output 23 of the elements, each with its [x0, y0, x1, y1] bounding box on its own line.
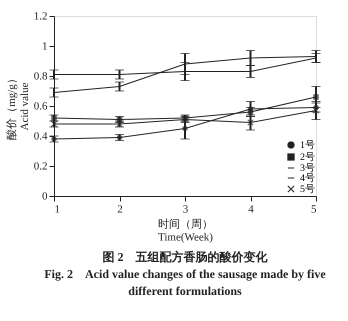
y-tick-label: 0.8 — [34, 70, 48, 82]
y-tick-label: 0.4 — [34, 130, 48, 142]
y-tick-label: 0 — [42, 190, 48, 202]
point — [247, 119, 254, 126]
y-tick-label: 0.2 — [34, 160, 48, 172]
legend-label: 5号 — [300, 184, 315, 195]
x-tick-label: 5 — [311, 204, 317, 216]
legend-label: 3号 — [300, 163, 315, 174]
legend-label: 4号 — [300, 173, 315, 184]
caption: 图 2 五组配方香肠的酸价变化 — [102, 250, 268, 264]
x-tick-label: 1 — [54, 204, 60, 216]
legend-label: 1号 — [300, 140, 315, 151]
x-tick-label: 3 — [182, 204, 189, 216]
y-tick-label: 1.2 — [34, 10, 48, 22]
y-axis-title: 酸价（mg/g） Acid value — [6, 73, 31, 140]
caption: Fig. 2 Acid value changes of the sausage made by five different formulations — [44, 267, 326, 298]
x-tick-label: 2 — [117, 204, 123, 216]
x-axis-title: 时间（周） Time(Week) — [158, 218, 214, 244]
legend-label: 2号 — [300, 152, 315, 163]
x-tick-label: 4 — [248, 204, 254, 216]
point — [182, 126, 188, 132]
y-tick-label: 0.6 — [34, 100, 48, 112]
y-tick-label: 1 — [42, 40, 48, 52]
